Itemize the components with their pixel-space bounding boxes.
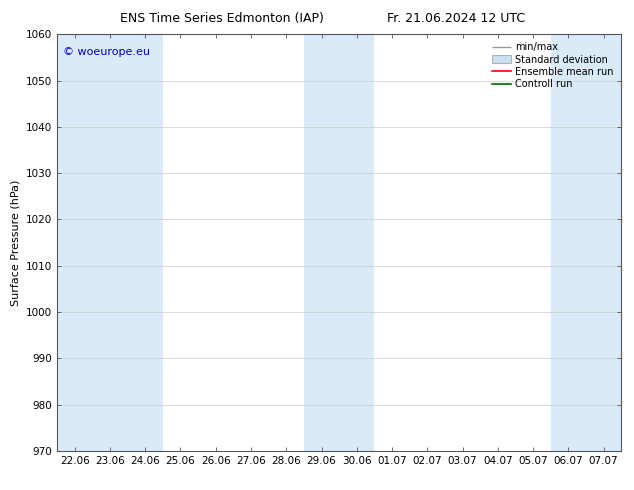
Bar (304, 34, 375, 451)
Text: Fr. 21.06.2024 12 UTC: Fr. 21.06.2024 12 UTC (387, 12, 526, 25)
Text: ENS Time Series Edmonton (IAP): ENS Time Series Edmonton (IAP) (120, 12, 324, 25)
Text: © woeurope.eu: © woeurope.eu (63, 47, 150, 57)
Bar (57, 34, 163, 451)
Bar (551, 34, 621, 451)
Legend: min/max, Standard deviation, Ensemble mean run, Controll run: min/max, Standard deviation, Ensemble me… (489, 39, 616, 92)
Y-axis label: Surface Pressure (hPa): Surface Pressure (hPa) (10, 179, 20, 306)
